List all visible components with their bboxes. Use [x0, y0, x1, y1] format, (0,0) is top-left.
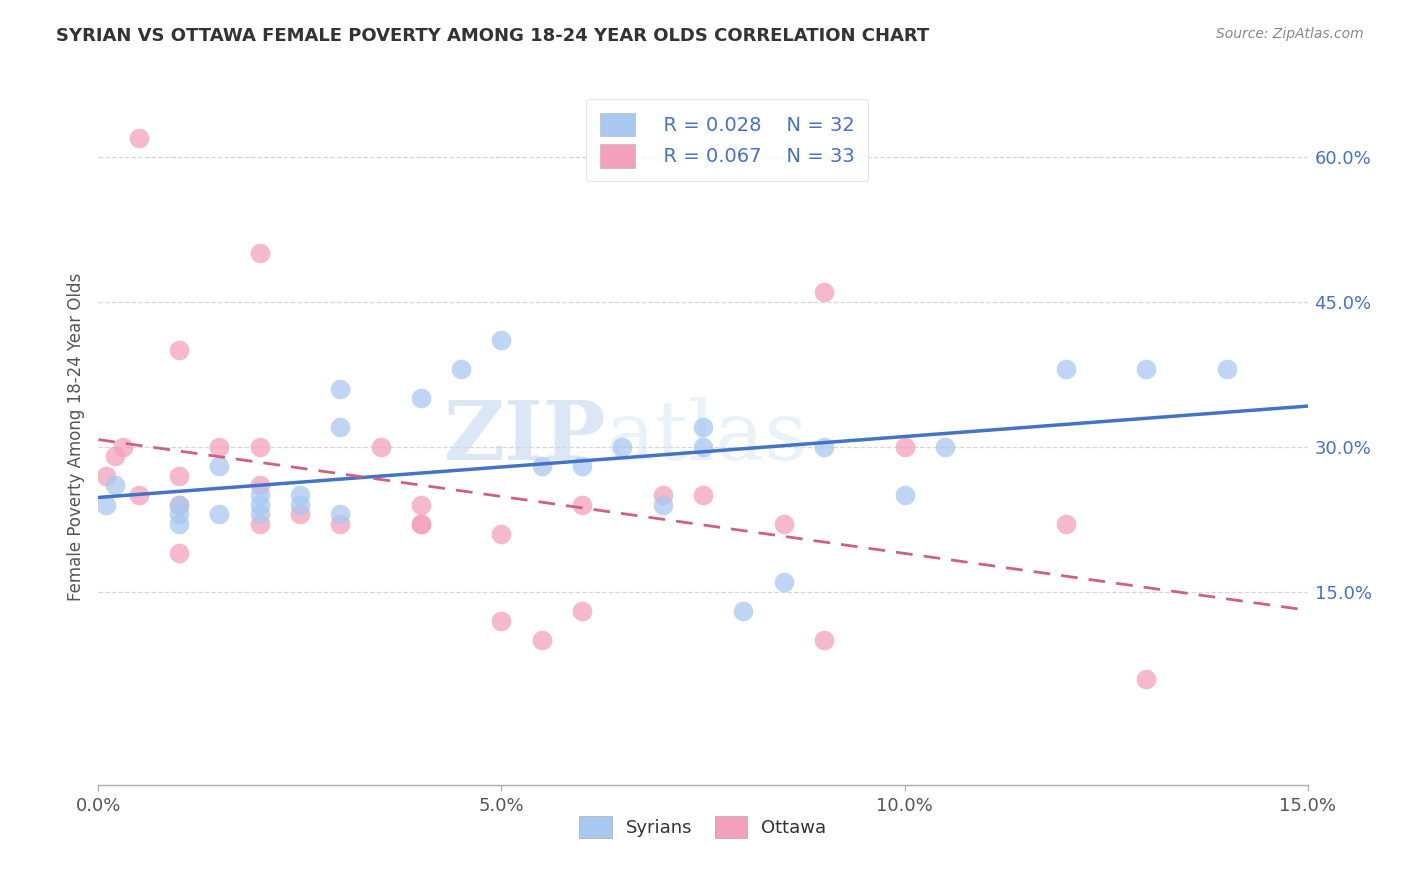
Point [893, 488, 915, 502]
Point [491, 334, 513, 348]
Point [249, 440, 271, 454]
Point [813, 285, 835, 300]
Point [96, 498, 118, 512]
Point [692, 488, 714, 502]
Text: atlas: atlas [606, 397, 808, 477]
Point [329, 508, 352, 522]
Point [1135, 672, 1157, 686]
Point [329, 517, 352, 532]
Point [288, 488, 311, 502]
Point [491, 614, 513, 628]
Point [96, 468, 118, 483]
Point [651, 498, 673, 512]
Point [571, 604, 593, 618]
Point [208, 508, 231, 522]
Point [167, 343, 190, 358]
Point [893, 440, 915, 454]
Point [288, 498, 311, 512]
Point [409, 517, 432, 532]
Point [733, 604, 755, 618]
Point [1054, 517, 1077, 532]
Point [772, 517, 794, 532]
Text: Source: ZipAtlas.com: Source: ZipAtlas.com [1216, 27, 1364, 41]
Point [571, 459, 593, 474]
Point [530, 633, 553, 648]
Point [1216, 362, 1239, 376]
Point [167, 517, 190, 532]
Point [813, 633, 835, 648]
Point [813, 440, 835, 454]
Point [249, 478, 271, 492]
Point [111, 440, 134, 454]
Point [329, 382, 352, 396]
Point [249, 517, 271, 532]
Point [167, 498, 190, 512]
Point [772, 575, 794, 590]
Point [409, 498, 432, 512]
Point [1135, 362, 1157, 376]
Point [128, 130, 150, 145]
Point [249, 498, 271, 512]
Point [208, 440, 231, 454]
Point [249, 246, 271, 260]
Point [249, 488, 271, 502]
Text: ZIP: ZIP [444, 397, 606, 477]
Point [530, 459, 553, 474]
Point [1054, 362, 1077, 376]
Point [491, 526, 513, 541]
Legend: Syrians, Ottawa: Syrians, Ottawa [572, 809, 834, 846]
Point [409, 517, 432, 532]
Point [934, 440, 956, 454]
Point [208, 459, 231, 474]
Point [167, 498, 190, 512]
Point [167, 468, 190, 483]
Point [370, 440, 392, 454]
Point [329, 420, 352, 434]
Point [692, 420, 714, 434]
Point [571, 498, 593, 512]
Point [450, 362, 472, 376]
Point [288, 508, 311, 522]
Point [103, 478, 125, 492]
Text: SYRIAN VS OTTAWA FEMALE POVERTY AMONG 18-24 YEAR OLDS CORRELATION CHART: SYRIAN VS OTTAWA FEMALE POVERTY AMONG 18… [56, 27, 929, 45]
Point [692, 440, 714, 454]
Point [103, 450, 125, 464]
Point [249, 508, 271, 522]
Point [167, 546, 190, 560]
Point [128, 488, 150, 502]
Y-axis label: Female Poverty Among 18-24 Year Olds: Female Poverty Among 18-24 Year Olds [66, 273, 84, 601]
Point [612, 440, 634, 454]
Point [651, 488, 673, 502]
Point [409, 392, 432, 406]
Point [167, 508, 190, 522]
